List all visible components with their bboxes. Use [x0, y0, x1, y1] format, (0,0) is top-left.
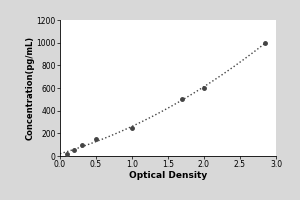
Y-axis label: Concentration(pg/mL): Concentration(pg/mL): [26, 36, 35, 140]
X-axis label: Optical Density: Optical Density: [129, 171, 207, 180]
